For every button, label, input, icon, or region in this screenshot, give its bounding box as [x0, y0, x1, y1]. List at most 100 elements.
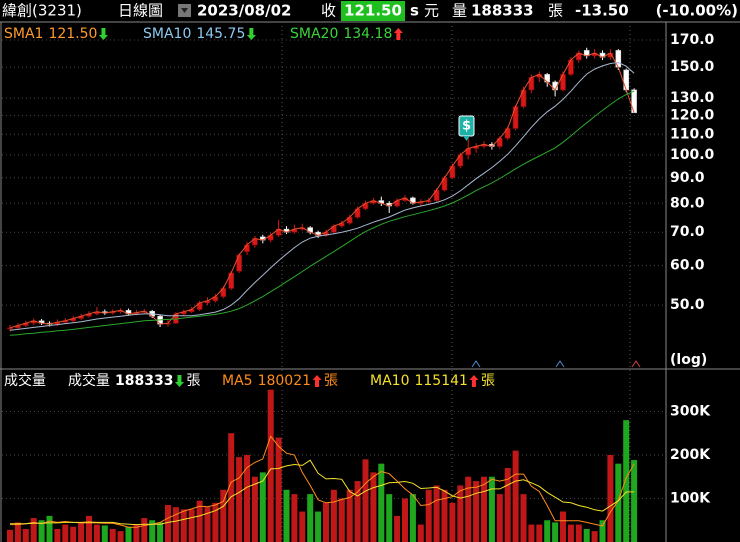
- volume-unit: 張: [548, 2, 563, 20]
- trend-arrow: [174, 375, 184, 387]
- volume-bar: [38, 520, 45, 542]
- volume-bar: [449, 502, 456, 542]
- volume-bar: [323, 502, 329, 542]
- y-tick-label: 120.0: [670, 107, 715, 123]
- candle-body: [244, 244, 250, 252]
- legend-value: 121.50: [48, 26, 97, 42]
- event-marker: [471, 360, 481, 368]
- volume-bar: [599, 520, 606, 542]
- change-pct: (-10.00%): [656, 2, 738, 20]
- candle-body: [623, 69, 630, 91]
- volume-bar: [149, 520, 156, 542]
- volume-bar: [433, 485, 440, 542]
- y-tick-label: 80.0: [670, 195, 705, 211]
- y-tick-label: 50.0: [670, 297, 705, 313]
- volume-bar: [101, 525, 108, 542]
- volume-bar: [283, 489, 290, 542]
- legend-value: 145.75: [196, 26, 245, 42]
- volume-bar: [378, 463, 385, 542]
- legend-name: SMA20: [290, 26, 338, 42]
- panel-title: 成交量: [4, 372, 46, 389]
- volume-bar: [330, 489, 337, 542]
- change: -13.50: [575, 2, 629, 20]
- volume-bar: [307, 494, 314, 542]
- volume-bar: [291, 494, 298, 542]
- volume-bar: [346, 489, 353, 542]
- legend-value: 188333: [115, 373, 173, 389]
- date: 2023/08/02: [197, 2, 291, 20]
- volume-bar: [204, 507, 211, 542]
- volume-bar: [544, 520, 551, 542]
- y-tick-label: 60.0: [670, 258, 705, 274]
- volume-bar: [631, 460, 638, 542]
- event-marker: [631, 360, 641, 368]
- volume-bar: [133, 524, 140, 542]
- volume-bar: [481, 476, 487, 542]
- volume-bar: [607, 454, 614, 542]
- y-tick-label: 200K: [670, 447, 711, 463]
- volume-bar: [583, 528, 590, 542]
- candle-body: [520, 89, 527, 107]
- volume-bar: [267, 389, 274, 542]
- close-label: 收: [321, 2, 336, 20]
- volume-bar: [46, 515, 53, 542]
- volume-label: 量: [452, 2, 467, 20]
- volume-bar: [409, 494, 416, 542]
- legend-unit: 張: [186, 373, 200, 389]
- volume-bar: [488, 476, 495, 542]
- volume-bar: [188, 509, 195, 542]
- event-marker: [555, 360, 565, 368]
- volume-bar: [512, 450, 519, 542]
- volume-bar: [141, 518, 148, 542]
- volume-bar: [244, 454, 250, 542]
- period[interactable]: 日線圖: [118, 2, 163, 20]
- legend-name: MA5: [222, 373, 253, 389]
- volume-bar: [417, 524, 424, 542]
- plot: 50.0 60.0 70.0 80.0 90.0 100.0 110.0 120.0130.0…: [2, 32, 715, 542]
- axis-scale-label: (log): [670, 352, 707, 368]
- y-tick-label: 100.0: [670, 147, 715, 163]
- legend-name: SMA1: [4, 26, 43, 42]
- trend-arrow: [98, 28, 108, 40]
- volume-bar: [465, 476, 472, 542]
- legend-name: MA10: [370, 373, 409, 389]
- ma-line: [10, 435, 635, 528]
- legend-value: 134.18: [343, 26, 392, 42]
- y-tick-label: 100K: [670, 490, 711, 506]
- volume-bar: [86, 515, 92, 542]
- y-tick-label: 70.0: [670, 224, 705, 240]
- volume-bar: [220, 489, 227, 542]
- volume-bar: [70, 526, 77, 542]
- volume-bar: [338, 498, 345, 542]
- volume-bar: [496, 494, 503, 542]
- volume-bar: [354, 481, 361, 542]
- candle-body: [631, 89, 637, 114]
- volume-bar: [560, 511, 566, 542]
- volume-bar: [259, 472, 266, 542]
- volume-bar: [591, 531, 598, 542]
- currency: 元: [424, 2, 439, 20]
- legend-value: 180021: [258, 373, 311, 389]
- volume-bar: [30, 518, 37, 542]
- volume-bar: [172, 507, 179, 542]
- volume-bar: [536, 524, 543, 542]
- ma-line: [10, 459, 635, 526]
- mark: s: [410, 2, 419, 20]
- ma-line: [9, 52, 635, 329]
- volume-bar: [425, 489, 432, 542]
- stock-name: 緯創(3231): [2, 2, 82, 20]
- volume-bar: [251, 476, 258, 542]
- y-tick-label: 130.0: [670, 90, 715, 106]
- volume-bar: [394, 515, 401, 542]
- volume-bar: [125, 526, 132, 542]
- trend-arrow: [469, 375, 479, 387]
- volume-bar: [212, 502, 219, 542]
- volume-bar: [7, 529, 13, 542]
- volume-bar: [62, 524, 69, 542]
- volume-bar: [457, 485, 464, 542]
- legend-unit: 張: [481, 373, 495, 389]
- y-tick-label: 150.0: [670, 59, 715, 75]
- volume-bar: [441, 489, 448, 542]
- candle-body: [568, 59, 574, 75]
